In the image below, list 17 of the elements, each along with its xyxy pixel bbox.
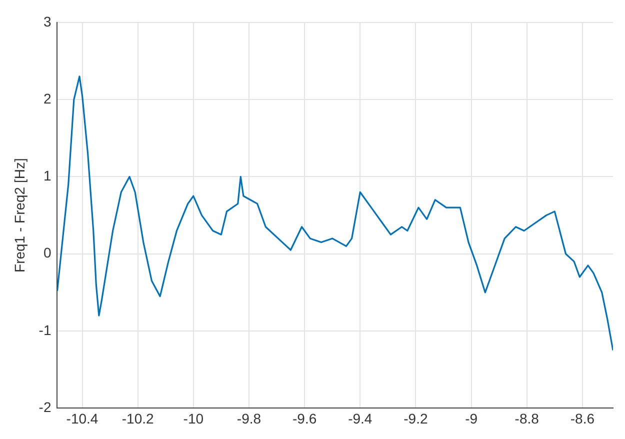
x-tick-label: -8.8: [514, 410, 540, 426]
x-tick-label: -9.6: [292, 410, 317, 426]
y-tick-label: 0: [43, 244, 52, 261]
x-tick-label: -9: [465, 410, 478, 426]
x-tick-label: -8.6: [570, 410, 595, 426]
x-tick-label: -10.4: [66, 410, 98, 426]
y-tick-label: -2: [38, 399, 52, 416]
y-tick-label: -1: [38, 322, 52, 338]
x-tick-label: -10.2: [122, 410, 154, 426]
x-tick-label: -9.8: [236, 410, 262, 426]
y-axis-title: Freq1 - Freq2 [Hz]: [11, 158, 28, 272]
x-tick-label: -9.2: [404, 410, 428, 426]
x-tick-label: -9.4: [348, 410, 372, 426]
y-tick-label: 2: [43, 90, 52, 106]
y-tick-label: 3: [43, 13, 52, 30]
y-tick-label: 1: [43, 168, 52, 184]
x-tick-label: -10: [183, 410, 204, 426]
